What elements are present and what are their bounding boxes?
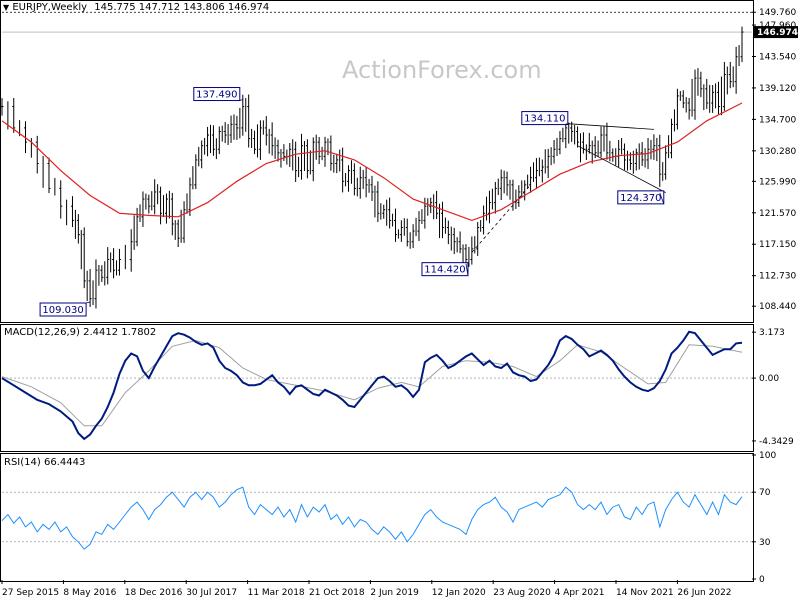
y-tick-label: 70 [759,488,771,498]
price-layer: 137.490 109.030 114.420 134.110 124.370 [0,11,752,317]
macd-pane [0,324,754,452]
y-tick-label: 147.960 [759,21,796,31]
y-tick-label: 139.120 [759,84,796,94]
x-tick-label: 26 Jun 2022 [677,588,731,598]
x-tick-label: 18 Dec 2016 [125,588,183,598]
y-tick-label: 117.150 [759,240,796,250]
rsi-pane [0,453,754,582]
price-annotation-leader [85,301,91,304]
y-tick-label: 3.173 [759,328,785,338]
trendline [471,184,531,253]
axis-layer: 149.760 147.960 143.540 139.120 134.700 130.2… [1,8,798,598]
x-tick-label: 4 Apr 2021 [555,588,605,598]
y-tick-label: 100 [759,451,776,461]
price-annotation-leader [565,123,568,125]
x-tick-label: 23 Aug 2020 [493,588,551,598]
y-tick-label: 112.730 [759,272,796,282]
x-tick-label: 12 Jan 2020 [432,588,486,598]
symbol-triangle-icon: ▼ [3,3,10,12]
last-price-label: 146.974 [757,28,798,38]
x-tick-label: 21 Oct 2018 [309,588,365,598]
y-tick-label: 121.570 [759,209,796,219]
last-price-box [754,26,798,39]
ohlc-values: 145.775 147.712 143.806 146.974 [94,2,270,13]
y-tick-label: 30 [759,538,771,548]
price-annotation-box [193,87,241,102]
price-annotation-label: 137.490 [196,90,237,101]
x-tick-label: 11 Mar 2018 [248,588,305,598]
y-tick-label: 134.700 [759,115,796,125]
x-tick-label: 8 May 2016 [63,588,116,598]
macd-layer [1,330,752,441]
y-tick-label: 108.440 [759,302,796,312]
symbol-label: EURJPY,Weekly [12,2,88,13]
y-tick-label: 130.280 [759,147,796,157]
price-annotation-leader [659,192,665,205]
trendline [577,145,666,194]
y-tick-label: 143.540 [759,52,796,62]
price-annotation-box [617,190,665,205]
y-tick-label: 125.990 [759,177,796,187]
macd-line [1,330,743,441]
price-header: ▼ EURJPY,Weekly 145.775 147.712 143.806 … [3,2,269,13]
price-annotation-label: 124.370 [620,193,661,204]
rsi-layer [1,486,752,550]
x-tick-label: 14 Nov 2021 [616,588,674,598]
x-tick-label: 27 Sep 2015 [2,588,59,598]
y-tick-label: 0.00 [759,374,779,384]
rsi-line [1,486,743,550]
trendline [565,123,654,130]
rsi-title: RSI(14) 66.4443 [4,457,86,468]
y-tick-label: 149.760 [759,8,796,18]
x-tick-label: 30 Jul 2017 [186,588,237,598]
price-annotation-box [421,262,469,277]
price-annotation-box [39,302,87,317]
macd-signal-line [1,339,743,427]
price-annotation-label: 134.110 [524,114,565,125]
moving-average-line [1,102,743,222]
watermark: ActionForex.com [342,56,542,84]
price-annotation-leader [465,263,469,276]
y-tick-label: -4.3429 [759,437,794,447]
price-annotation-label: 114.420 [424,265,465,276]
price-annotation-box [521,111,569,126]
y-tick-label: 0 [759,575,765,585]
price-annotation-leader [239,99,243,101]
x-tick-label: 2 Jun 2019 [370,588,419,598]
price-annotation-label: 109.030 [42,305,83,316]
macd-title: MACD(12,26,9) 2.4412 1.7802 [4,327,157,338]
